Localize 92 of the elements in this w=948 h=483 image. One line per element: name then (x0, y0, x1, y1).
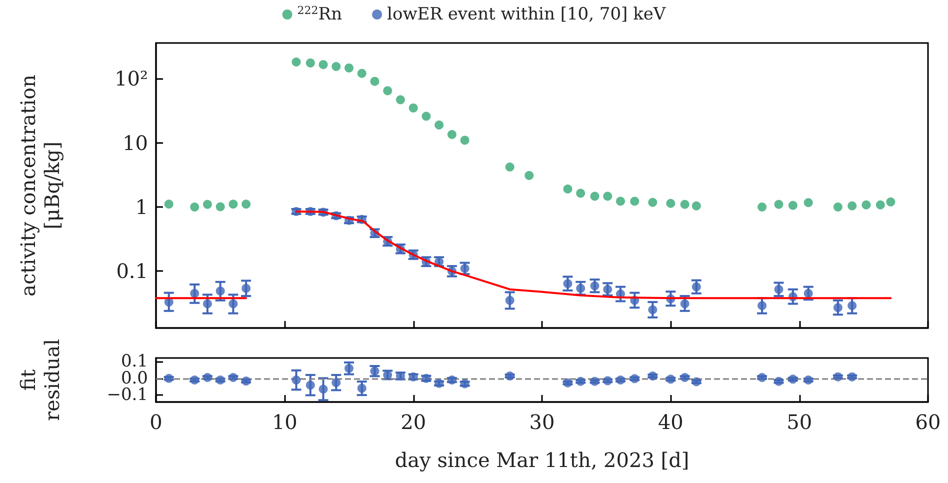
point (344, 63, 354, 72)
point (216, 286, 225, 296)
point (202, 200, 212, 209)
x-tick-label: 0 (150, 410, 162, 434)
point (758, 372, 767, 382)
point (774, 376, 784, 386)
point (370, 76, 380, 86)
y-tick-label: 10 (122, 130, 148, 155)
point (228, 200, 238, 209)
point (396, 95, 405, 104)
point (630, 374, 640, 384)
point (332, 62, 341, 71)
point (630, 196, 640, 206)
point (434, 120, 444, 130)
point (228, 299, 238, 308)
y-axis-title: fit residual (16, 339, 64, 422)
y-tick-label: 10² (114, 66, 148, 91)
point (242, 284, 251, 293)
point (616, 196, 625, 206)
x-tick-label: 10 (272, 410, 298, 434)
point (590, 281, 600, 290)
point (788, 200, 798, 210)
point (848, 372, 857, 382)
point (590, 192, 600, 201)
point (460, 264, 470, 273)
point (804, 288, 813, 298)
y-axis-title: activity concentration [μBq/kg] (16, 74, 64, 296)
point (692, 282, 701, 292)
x-tick-label: 50 (786, 410, 812, 434)
point (876, 200, 885, 210)
point (804, 198, 813, 208)
point (680, 299, 690, 308)
point (576, 188, 586, 198)
point (422, 112, 431, 121)
point (447, 130, 456, 139)
point (292, 376, 301, 385)
point (318, 384, 328, 394)
point (332, 378, 341, 388)
y-tick-label: 0.1 (116, 259, 148, 284)
point (383, 86, 392, 96)
x-tick-label: 40 (658, 410, 684, 434)
point (190, 288, 200, 298)
point (680, 200, 690, 209)
point (848, 301, 857, 310)
point (563, 184, 572, 194)
point (833, 202, 842, 212)
point (648, 305, 658, 314)
point (648, 371, 658, 380)
point (804, 376, 813, 385)
point (524, 170, 534, 180)
point (344, 364, 354, 373)
point (788, 374, 798, 384)
point (576, 284, 586, 293)
point (648, 198, 658, 207)
point (563, 279, 572, 288)
legend-label: lowER event within [10, 70] keV (387, 4, 666, 24)
point (692, 201, 701, 210)
point (666, 374, 676, 384)
point (774, 200, 784, 209)
point (758, 202, 767, 212)
point (202, 299, 212, 308)
point (242, 200, 251, 209)
y-tick-label: 1 (135, 195, 148, 219)
point (833, 303, 842, 312)
x-axis-title: day since Mar 11th, 2023 [d] (394, 448, 690, 472)
point (833, 372, 842, 382)
point (306, 380, 315, 390)
point (774, 284, 784, 294)
point (886, 197, 896, 206)
point (357, 384, 366, 393)
point (666, 198, 676, 208)
point (505, 296, 514, 305)
point (318, 60, 328, 70)
point (603, 284, 612, 294)
point (190, 202, 200, 212)
point (758, 301, 767, 310)
x-tick-label: 60 (915, 410, 941, 434)
point (292, 58, 301, 66)
point (460, 136, 470, 145)
point (164, 374, 174, 383)
point (848, 201, 857, 210)
point (505, 371, 514, 380)
point (306, 58, 315, 68)
point (408, 103, 418, 112)
point (216, 202, 225, 212)
x-tick-label: 30 (529, 410, 555, 434)
point (603, 192, 612, 201)
point (164, 200, 174, 209)
x-tick-label: 20 (400, 410, 426, 434)
point (862, 200, 871, 210)
point (505, 162, 514, 172)
point (357, 68, 366, 78)
